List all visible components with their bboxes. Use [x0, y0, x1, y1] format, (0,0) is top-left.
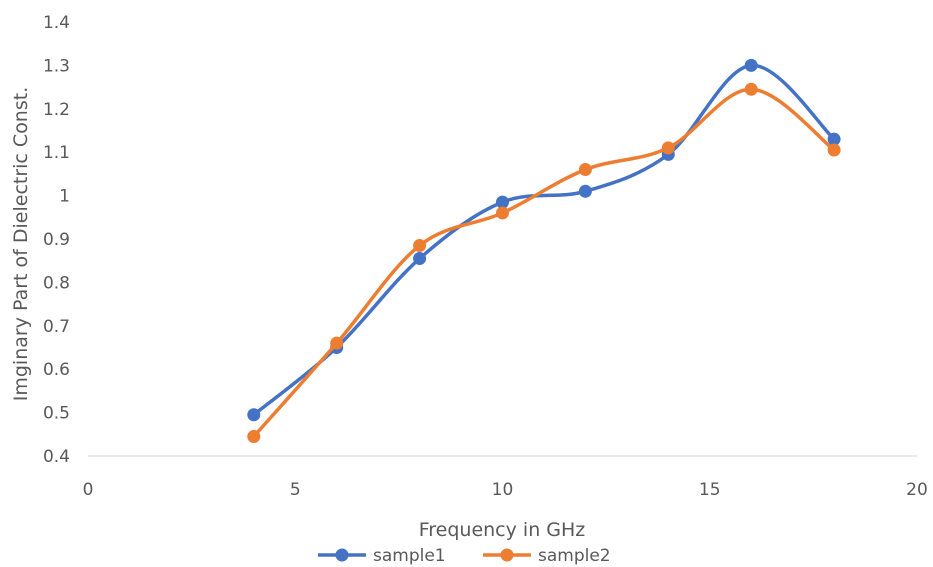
- y-axis-title: Imginary Part of Dielectric Const.: [10, 87, 32, 402]
- legend-item-sample1: sample1: [318, 546, 446, 566]
- y-tick-label: 1.3: [43, 56, 70, 76]
- y-tick-label: 0.8: [43, 273, 70, 293]
- series-sample2: [247, 82, 841, 443]
- series-line-sample2: [252, 87, 836, 439]
- x-tick-label: 20: [906, 480, 928, 500]
- x-tick-label: 0: [83, 480, 94, 500]
- y-tick-label: 1: [59, 187, 70, 207]
- series-group: [247, 58, 841, 443]
- y-tick-label: 0.6: [43, 360, 70, 380]
- data-point-sample2: [413, 239, 427, 253]
- x-tick-label: 5: [290, 480, 301, 500]
- legend-label-sample1: sample1: [373, 546, 446, 566]
- y-tick-label: 0.4: [43, 447, 70, 467]
- data-point-sample2: [247, 429, 261, 443]
- y-tick-label: 0.9: [43, 230, 70, 250]
- legend-label-sample2: sample2: [538, 546, 611, 566]
- data-point-sample1: [247, 408, 261, 422]
- y-tick-label: 1.1: [43, 143, 70, 163]
- x-axis-title: Frequency in GHz: [419, 519, 586, 541]
- data-point-sample1: [496, 195, 509, 209]
- data-point-sample1: [744, 58, 758, 72]
- legend-marker-sample2: [500, 548, 514, 562]
- legend-marker-sample1: [335, 548, 349, 562]
- data-point-sample1: [578, 184, 592, 198]
- data-point-sample2: [744, 82, 758, 96]
- series-line-sample1: [252, 63, 836, 417]
- y-tick-label: 1.4: [43, 13, 70, 33]
- y-tick-label: 1.2: [43, 100, 70, 120]
- data-point-sample2: [496, 206, 509, 220]
- y-tick-label: 0.5: [43, 404, 70, 424]
- data-point-sample1: [413, 252, 427, 266]
- legend: sample1 sample2: [318, 546, 611, 566]
- x-tick-label: 15: [699, 480, 721, 500]
- y-axis-ticks: 0.4 0.5 0.6 0.7 0.8 0.9 1 1.1 1.2 1.3 1.4: [43, 13, 70, 467]
- data-point-sample2: [578, 163, 592, 177]
- x-tick-label: 10: [492, 480, 514, 500]
- y-tick-label: 0.7: [43, 317, 70, 337]
- legend-item-sample2: sample2: [483, 546, 611, 566]
- data-point-sample2: [661, 141, 675, 155]
- series-sample1: [247, 58, 841, 422]
- x-axis-ticks: 0 5 10 15 20: [83, 480, 928, 500]
- data-point-sample2: [827, 143, 841, 157]
- data-point-sample2: [330, 336, 344, 350]
- data-point-sample1: [827, 132, 841, 146]
